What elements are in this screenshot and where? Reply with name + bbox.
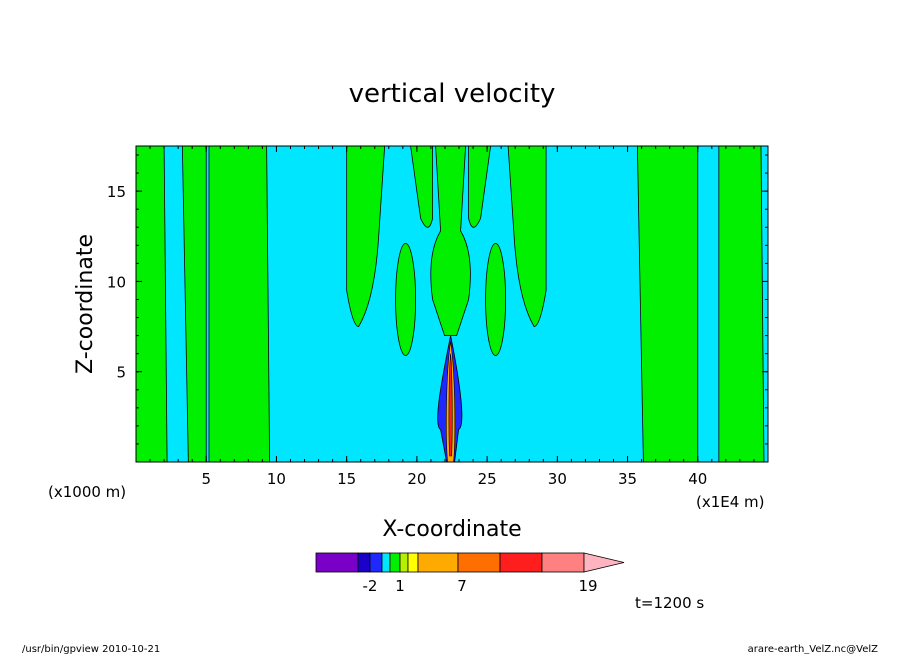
colorbar-tick-label: 7 bbox=[457, 577, 467, 595]
x-tick-label: 10 bbox=[267, 470, 286, 488]
positive-band bbox=[395, 243, 416, 356]
colorbar-segment bbox=[315, 552, 359, 573]
positive-band bbox=[636, 145, 699, 463]
velocity-contours bbox=[135, 145, 765, 463]
footer-right: arare-earth_VelZ.nc@VelZ bbox=[748, 644, 879, 654]
colorbar-tick-label: -2 bbox=[363, 577, 378, 595]
positive-band bbox=[410, 145, 433, 228]
colorbar-segment bbox=[357, 552, 371, 573]
x-tick-label: 30 bbox=[548, 470, 567, 488]
chart-title: vertical velocity bbox=[349, 79, 556, 109]
y-axis-ticks: 5 10 15 bbox=[107, 154, 768, 445]
footer-left: /usr/bin/gpview 2010-10-21 bbox=[22, 644, 160, 654]
colorbar bbox=[315, 552, 625, 573]
colorbar-segment bbox=[369, 552, 383, 573]
y-tick-label: 15 bbox=[107, 183, 126, 201]
plot-frame bbox=[135, 145, 769, 463]
x-tick-label: 40 bbox=[688, 470, 707, 488]
colorbar-tick-label: 1 bbox=[395, 577, 405, 595]
positive-band bbox=[208, 145, 271, 463]
positive-band bbox=[485, 243, 506, 356]
x-tick-label: 20 bbox=[407, 470, 426, 488]
y-unit-note: (x1000 m) bbox=[48, 483, 126, 501]
positive-band bbox=[468, 145, 492, 228]
time-label: t=1200 s bbox=[635, 594, 704, 612]
colorbar-segment bbox=[399, 552, 409, 573]
x-tick-label: 5 bbox=[201, 470, 211, 488]
x-axis-ticks: 5 10 15 20 25 30 35 40 bbox=[149, 146, 755, 488]
y-axis-label: Z-coordinate bbox=[73, 234, 98, 374]
positive-band bbox=[430, 145, 471, 336]
positive-band bbox=[135, 145, 168, 463]
positive-band bbox=[507, 145, 547, 327]
colorbar-segment bbox=[457, 552, 501, 573]
colorbar-segment bbox=[499, 552, 543, 573]
colorbar-segment bbox=[389, 552, 401, 573]
colorbar-labels: -2 1 7 19 bbox=[363, 577, 598, 595]
positive-band bbox=[346, 145, 386, 327]
colorbar-segment bbox=[381, 552, 391, 573]
x-tick-label: 15 bbox=[337, 470, 356, 488]
colorbar-segment bbox=[417, 552, 459, 573]
positive-band bbox=[718, 145, 765, 463]
core-strong bbox=[448, 353, 453, 457]
colorbar-arrow bbox=[583, 552, 625, 573]
x-unit-note: (x1E4 m) bbox=[696, 493, 765, 511]
y-tick-label: 5 bbox=[116, 364, 126, 382]
x-axis-label: X-coordinate bbox=[382, 517, 521, 542]
x-tick-label: 25 bbox=[478, 470, 497, 488]
plot-area bbox=[135, 145, 769, 463]
colorbar-tick-label: 19 bbox=[578, 577, 597, 595]
colorbar-segment bbox=[407, 552, 419, 573]
colorbar-segment bbox=[541, 552, 585, 573]
y-tick-label: 10 bbox=[107, 273, 126, 291]
x-tick-label: 35 bbox=[618, 470, 637, 488]
